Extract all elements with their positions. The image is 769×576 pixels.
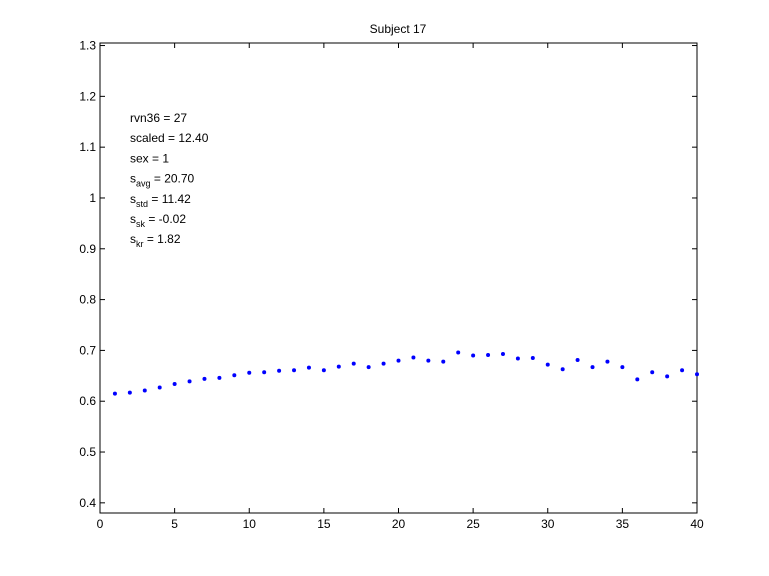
data-point: [232, 373, 237, 378]
y-tick-label: 1.3: [79, 39, 96, 53]
y-tick-label: 1.2: [79, 89, 96, 103]
data-point: [605, 359, 610, 364]
x-tick-label: 15: [317, 517, 331, 531]
data-point: [620, 365, 625, 370]
chart-title: Subject 17: [370, 22, 427, 36]
data-point: [366, 365, 371, 370]
data-point: [321, 368, 326, 373]
data-point: [441, 359, 446, 364]
x-tick-label: 20: [392, 517, 406, 531]
data-point: [665, 374, 670, 379]
annotation-line: skr = 1.82: [130, 232, 181, 249]
data-point: [486, 352, 491, 357]
plot-area: [99, 42, 698, 514]
data-point: [306, 365, 311, 370]
y-axis: 0.4 0.5 0.6 0.7 0.8 0.9 1 1.1 1.2 1.3: [79, 39, 697, 510]
data-point: [292, 368, 297, 373]
data-point: [396, 358, 401, 363]
stats-annotation: rvn36 = 27 scaled = 12.40 sex = 1 savg = 20…: [130, 111, 209, 249]
data-point: [650, 370, 655, 375]
data-point: [202, 376, 207, 381]
data-point: [277, 368, 282, 373]
y-tick-label: 0.5: [79, 445, 96, 459]
data-point: [112, 391, 117, 396]
data-point: [530, 356, 535, 361]
data-point: [247, 370, 252, 375]
annotation-line: sex = 1: [130, 151, 169, 165]
data-point: [680, 368, 685, 373]
x-tick-label: 25: [466, 517, 480, 531]
data-point: [172, 381, 177, 386]
y-tick-label: 0.6: [79, 394, 96, 408]
annotation-line: ssk = -0.02: [130, 212, 186, 229]
x-tick-label: 5: [171, 517, 178, 531]
x-tick-label: 35: [616, 517, 630, 531]
x-tick-label: 0: [97, 517, 104, 531]
y-tick-label: 0.7: [79, 343, 96, 357]
data-point: [635, 377, 640, 382]
data-point: [456, 350, 461, 355]
data-point: [426, 358, 431, 363]
data-point: [500, 351, 505, 356]
data-point: [575, 358, 580, 363]
data-point: [187, 379, 192, 384]
data-point: [262, 370, 267, 375]
data-point: [411, 355, 416, 360]
data-point: [157, 385, 162, 390]
annotation-line: sstd = 11.42: [130, 192, 191, 209]
data-point: [336, 364, 341, 369]
annotation-line: rvn36 = 27: [130, 111, 187, 125]
y-tick-label: 0.4: [79, 496, 96, 510]
data-point: [217, 375, 222, 380]
data-point: [142, 388, 147, 393]
y-tick-label: 1.1: [79, 140, 96, 154]
annotation-line: savg = 20.70: [130, 172, 195, 189]
data-point: [590, 365, 595, 370]
data-point: [695, 372, 699, 377]
data-point: [515, 356, 520, 361]
data-point: [127, 390, 132, 395]
x-tick-label: 40: [690, 517, 704, 531]
y-tick-label: 0.9: [79, 242, 96, 256]
annotation-line: scaled = 12.40: [130, 131, 209, 145]
data-point: [471, 353, 476, 358]
data-point: [351, 361, 356, 366]
data-points: [112, 350, 699, 396]
data-point: [545, 362, 550, 367]
data-point: [381, 361, 386, 366]
y-tick-label: 0.8: [79, 293, 96, 307]
x-tick-label: 10: [243, 517, 257, 531]
x-tick-label: 30: [541, 517, 555, 531]
y-tick-label: 1: [89, 191, 96, 205]
x-axis: 0 5 10 15 20 25 30 35 40: [97, 43, 704, 531]
data-point: [560, 367, 565, 372]
